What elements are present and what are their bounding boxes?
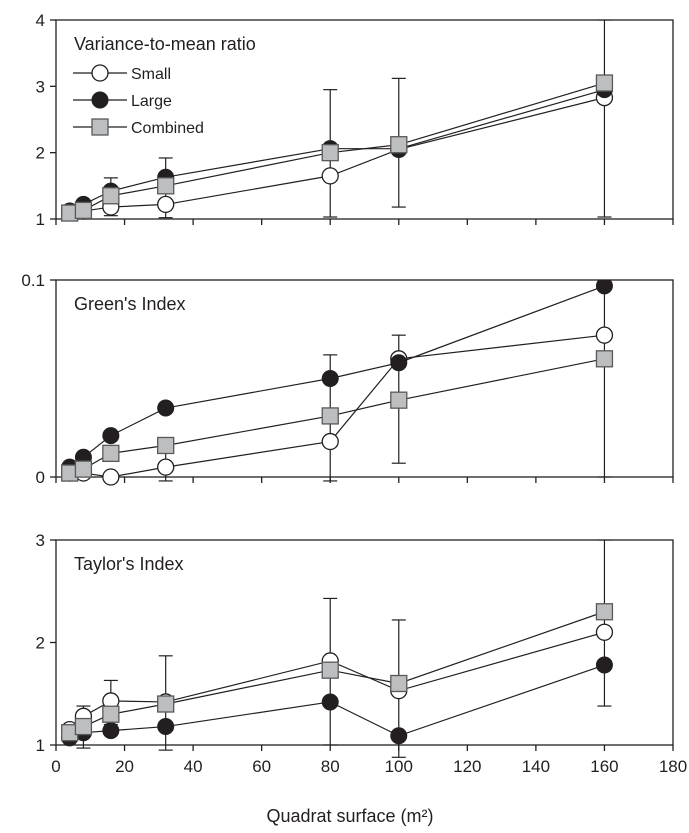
point-large xyxy=(595,280,613,295)
legend-label-large: Large xyxy=(131,93,172,110)
point-combined xyxy=(157,695,175,713)
legend-marker-large xyxy=(91,91,109,109)
panel-title: Variance-to-mean ratio xyxy=(74,34,256,54)
y-tick-label: 3 xyxy=(36,77,45,96)
y-tick-label: 2 xyxy=(36,634,45,653)
y-tick-label: 2 xyxy=(36,144,45,163)
y-tick-label: 0 xyxy=(36,468,45,487)
point-large xyxy=(321,693,339,711)
point-large xyxy=(390,727,408,745)
data-layer xyxy=(61,280,614,486)
point-large xyxy=(157,399,175,417)
y-tick-label: 0.1 xyxy=(21,271,45,290)
legend-label-combined: Combined xyxy=(131,120,204,137)
x-tick-label: 100 xyxy=(385,757,413,776)
point-small xyxy=(595,623,614,641)
point-combined xyxy=(102,187,120,205)
point-large xyxy=(595,656,613,674)
panel-1: 1 2 3 4 Variance-to-mean ratio Small Large Comb… xyxy=(36,11,674,229)
point-small xyxy=(157,458,175,476)
point-combined xyxy=(102,705,120,723)
x-tick-label: 160 xyxy=(590,757,618,776)
plot-frame xyxy=(55,19,674,220)
panel-title: Taylor's Index xyxy=(74,554,184,574)
panel-3: 1 2 3 0 20 40 60 80 100 120 140 160 180 Taylor's Inde… xyxy=(36,531,688,776)
y-tick-label: 3 xyxy=(36,531,45,550)
x-tick-label: 120 xyxy=(453,757,481,776)
x-tick-label: 180 xyxy=(659,757,687,776)
point-combined xyxy=(390,136,408,154)
legend-label-small: Small xyxy=(131,66,171,83)
point-small xyxy=(321,432,339,451)
legend: Small Large Combined xyxy=(73,64,204,137)
point-large xyxy=(390,354,408,372)
x-tick-label: 60 xyxy=(252,757,271,776)
x-tick-label: 0 xyxy=(51,757,60,776)
x-tick-label: 140 xyxy=(522,757,550,776)
x-tick-label: 40 xyxy=(184,757,203,776)
series-line-small xyxy=(69,334,605,478)
point-combined xyxy=(595,603,614,621)
panel-2: 0 0.1 Green's Index xyxy=(21,271,674,487)
legend-marker-small xyxy=(91,64,109,82)
point-large xyxy=(157,718,175,736)
point-combined xyxy=(595,350,614,368)
legend-marker-combined xyxy=(91,118,109,136)
point-combined xyxy=(390,391,408,409)
point-combined xyxy=(321,144,339,162)
point-large xyxy=(321,370,339,387)
y-tick-label: 4 xyxy=(36,11,45,30)
point-large xyxy=(102,427,120,445)
panel-title: Green's Index xyxy=(74,294,186,314)
plot-frame xyxy=(55,279,674,478)
x-tick-label: 20 xyxy=(115,757,134,776)
y-tick-label: 1 xyxy=(36,210,45,229)
point-combined xyxy=(321,407,339,425)
point-small xyxy=(157,195,175,214)
point-combined xyxy=(74,717,93,736)
point-combined xyxy=(157,436,175,455)
data-layer xyxy=(61,540,614,758)
point-combined xyxy=(157,177,175,195)
series-line-small xyxy=(69,631,605,731)
y-tick-label: 1 xyxy=(36,736,45,755)
point-combined xyxy=(321,661,339,679)
point-small xyxy=(595,326,614,344)
point-small xyxy=(102,468,120,486)
point-combined xyxy=(595,74,614,92)
x-tick-label: 80 xyxy=(321,757,340,776)
point-combined xyxy=(390,674,408,693)
x-axis-title: Quadrat surface (m²) xyxy=(266,806,433,826)
point-combined xyxy=(74,201,93,220)
point-small xyxy=(321,167,339,185)
point-combined xyxy=(74,460,93,478)
data-layer xyxy=(61,20,614,222)
point-large xyxy=(102,722,120,740)
point-combined xyxy=(102,444,120,463)
